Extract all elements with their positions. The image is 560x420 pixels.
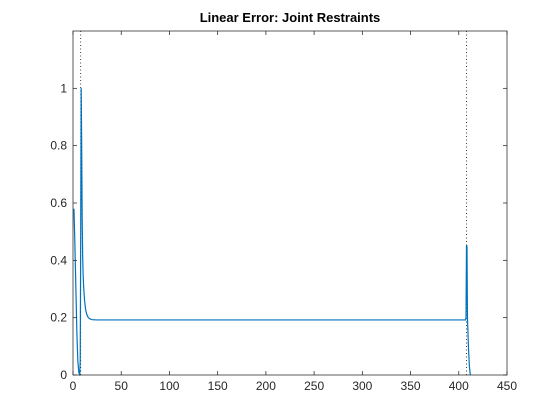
y-tick-label: 0.4 [50,253,67,267]
y-tick-label: 1 [60,81,67,95]
y-tick-label: 0.6 [50,196,67,210]
x-tick-label: 50 [115,379,129,393]
x-tick-label: 100 [159,379,179,393]
x-tick-label: 350 [401,379,421,393]
x-tick-label: 300 [352,379,372,393]
chart-title: Linear Error: Joint Restraints [199,10,381,25]
x-tick-label: 400 [449,379,469,393]
x-tick-label: 450 [497,379,517,393]
x-tick-label: 200 [256,379,276,393]
x-tick-label: 0 [70,379,77,393]
y-tick-label: 0.8 [50,139,67,153]
y-tick-label: 0 [60,368,67,382]
y-tick-label: 0.2 [50,311,67,325]
y-axis: 0 0.2 0.4 0.6 0.8 1 [50,81,507,382]
x-axis: 0 50 100 150 200 250 300 350 400 450 [70,31,517,393]
plot-area [73,31,507,375]
x-tick-label: 150 [208,379,228,393]
x-tick-label: 250 [304,379,324,393]
